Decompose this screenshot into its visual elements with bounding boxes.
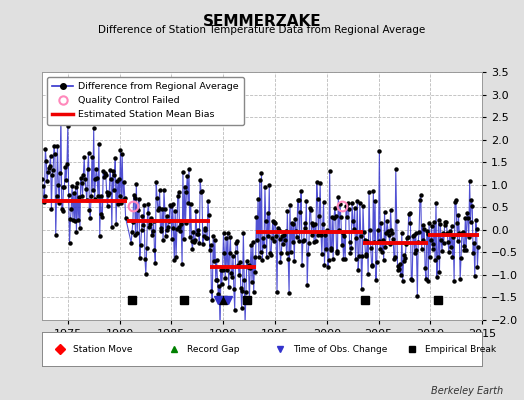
Text: Berkeley Earth: Berkeley Earth [431,386,503,396]
Legend: Difference from Regional Average, Quality Control Failed, Estimated Station Mean: Difference from Regional Average, Qualit… [47,77,244,124]
Text: Station Move: Station Move [73,344,132,354]
Text: Time of Obs. Change: Time of Obs. Change [293,344,387,354]
Text: SEMMERZAKE: SEMMERZAKE [203,14,321,29]
Text: Empirical Break: Empirical Break [425,344,496,354]
Text: Difference of Station Temperature Data from Regional Average: Difference of Station Temperature Data f… [99,25,425,35]
Text: Record Gap: Record Gap [187,344,239,354]
